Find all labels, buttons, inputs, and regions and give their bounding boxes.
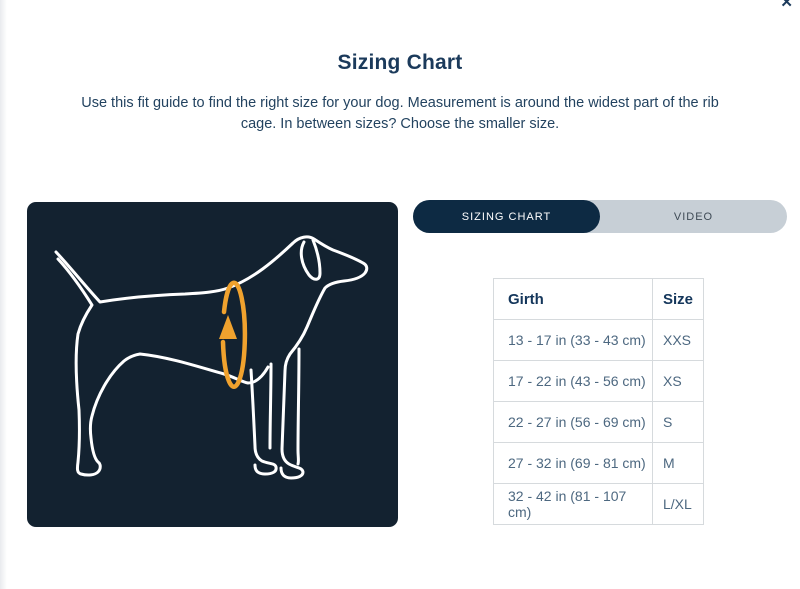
size-table-row: 13 - 17 in (33 - 43 cm) XXS bbox=[493, 319, 704, 361]
girth-cell: 32 - 42 in (81 - 107 cm) bbox=[493, 483, 653, 525]
tabbar: SIZING CHART VIDEO bbox=[413, 200, 787, 233]
size-cell: S bbox=[652, 401, 704, 443]
size-cell: XS bbox=[652, 360, 704, 402]
page-title: Sizing Chart bbox=[337, 51, 463, 74]
girth-cell: 27 - 32 in (69 - 81 cm) bbox=[493, 442, 653, 484]
size-table-row: 32 - 42 in (81 - 107 cm) L/XL bbox=[493, 483, 704, 525]
tab-sizing-chart[interactable]: SIZING CHART bbox=[413, 200, 600, 233]
tab-video[interactable]: VIDEO bbox=[673, 210, 714, 223]
size-table-header-cell: Girth bbox=[493, 278, 653, 320]
size-table-row: 27 - 32 in (69 - 81 cm) M bbox=[493, 442, 704, 484]
size-cell: XXS bbox=[652, 319, 704, 361]
dog-girth-illustration bbox=[54, 235, 369, 480]
girth-cell: 13 - 17 in (33 - 43 cm) bbox=[493, 319, 653, 361]
dog-illustration-panel bbox=[27, 202, 398, 527]
size-table: Girth Size 13 - 17 in (33 - 43 cm) XXS 17 -… bbox=[493, 278, 704, 525]
girth-cell: 22 - 27 in (56 - 69 cm) bbox=[493, 401, 653, 443]
size-table-row: 17 - 22 in (43 - 56 cm) XS bbox=[493, 360, 704, 402]
size-table-header-row: Girth Size bbox=[493, 278, 704, 320]
size-cell: L/XL bbox=[652, 483, 704, 525]
size-table-body: 13 - 17 in (33 - 43 cm) XXS 17 - 22 in (43… bbox=[493, 319, 704, 525]
girth-measure-arrow bbox=[219, 280, 248, 389]
size-table-header-cell: Size bbox=[652, 278, 704, 320]
modal-edge-shade bbox=[0, 0, 7, 589]
close-icon[interactable]: ✕ bbox=[780, 0, 793, 11]
fit-guide-description: Use this fit guide to find the right siz… bbox=[81, 95, 719, 132]
size-cell: M bbox=[652, 442, 704, 484]
girth-cell: 17 - 22 in (43 - 56 cm) bbox=[493, 360, 653, 402]
size-table-row: 22 - 27 in (56 - 69 cm) S bbox=[493, 401, 704, 443]
